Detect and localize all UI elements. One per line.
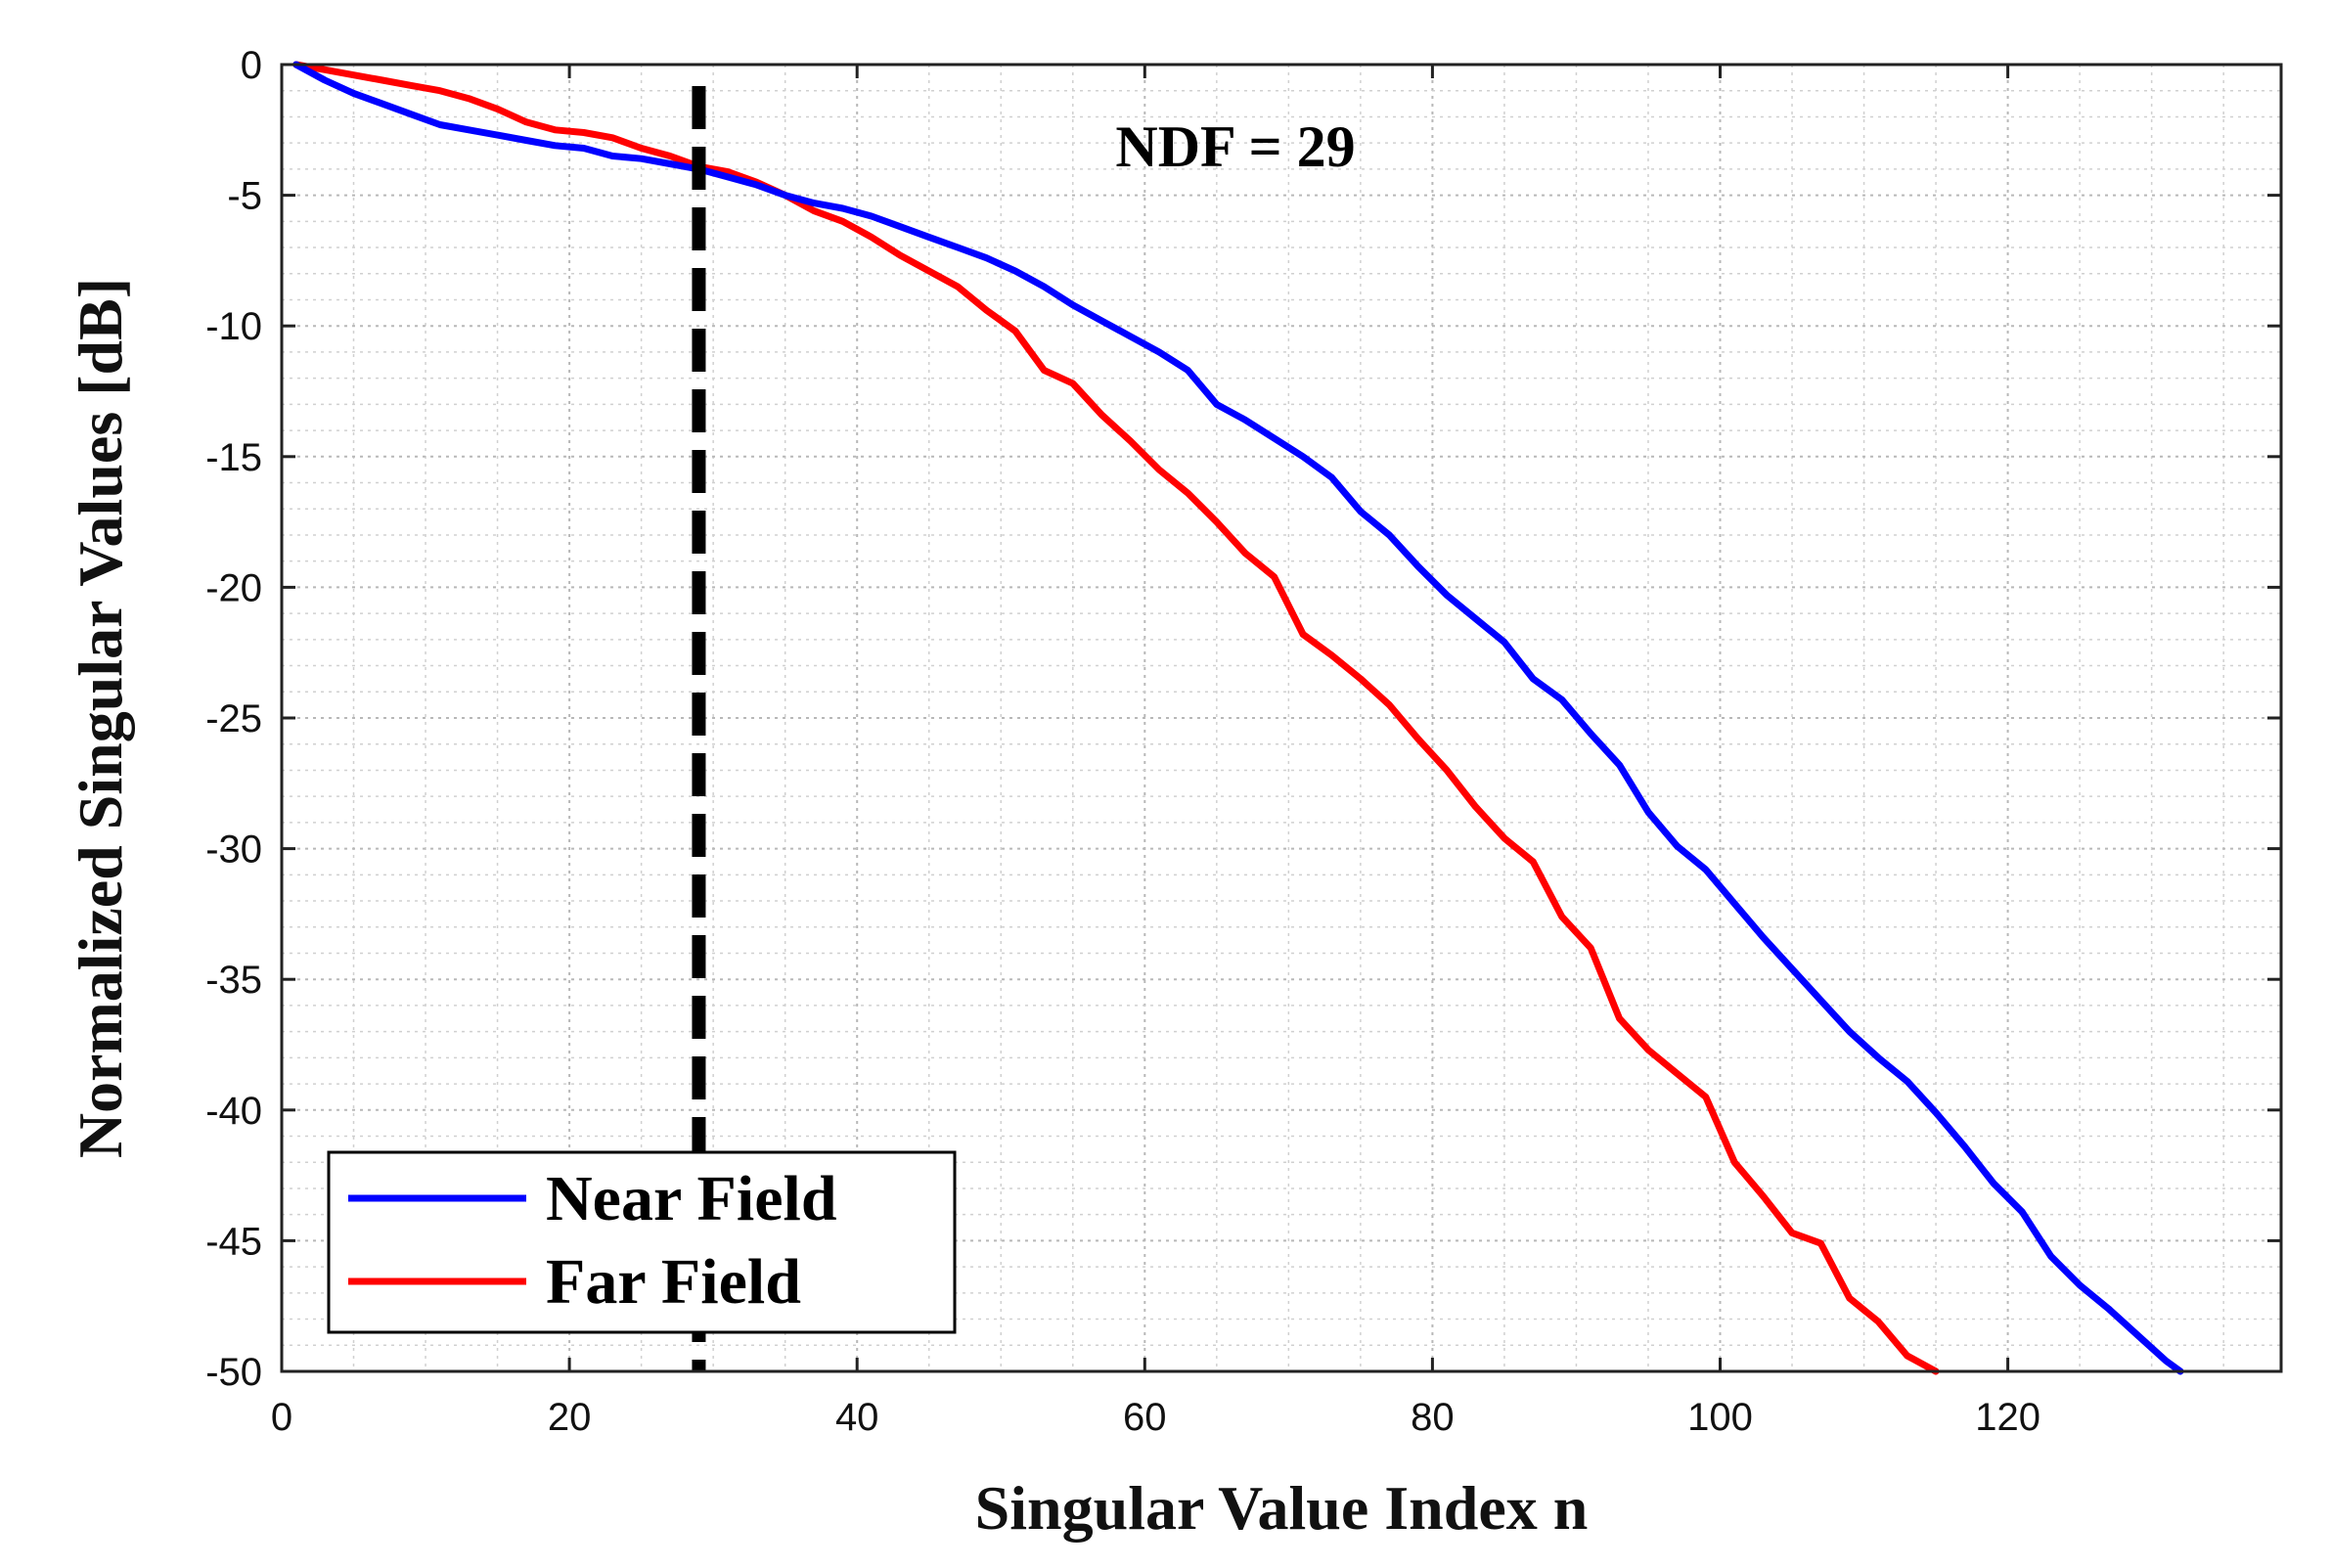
y-tick-label: -50: [205, 1351, 262, 1394]
series-line-far-field: [292, 61, 1940, 1375]
y-tick-label: -40: [205, 1090, 262, 1133]
x-tick-labels: 0 20 40 60 80 100 120: [271, 1396, 2040, 1439]
ndf-annotation: NDF = 29: [1115, 114, 1355, 179]
x-tick-label: 80: [1411, 1396, 1455, 1439]
y-tick-label: -25: [205, 697, 262, 740]
y-tick-label: -10: [205, 305, 262, 348]
y-tick-label: -45: [205, 1220, 262, 1263]
y-tick-label: 0: [241, 44, 262, 87]
legend-box: [327, 1150, 957, 1334]
x-tick-label: 100: [1687, 1396, 1753, 1439]
legend-label-far-field: Far Field: [546, 1246, 801, 1318]
x-tick-label: 40: [835, 1396, 879, 1439]
y-tick-label: -5: [227, 175, 262, 218]
series: [292, 61, 2184, 1375]
y-axis-title: Normalized Singular Values [dB]: [66, 278, 135, 1158]
y-tick-label: -15: [205, 436, 262, 479]
legend: Near Field Far Field: [327, 1150, 957, 1334]
y-tick-label: -20: [205, 566, 262, 609]
x-tick-label: 0: [271, 1396, 292, 1439]
x-tick-label: 60: [1123, 1396, 1167, 1439]
y-tick-label: -35: [205, 959, 262, 1002]
y-tick-label: -30: [205, 829, 262, 872]
x-axis-title: Singular Value Index n: [975, 1473, 1589, 1543]
y-tick-labels: 0 -5 -10 -15 -20 -25 -30 -35 -40 -45 -50: [205, 44, 262, 1394]
x-tick-label: 120: [1975, 1396, 2040, 1439]
plot-frame: [280, 63, 2283, 1373]
series-line-near-field: [292, 61, 2184, 1375]
legend-label-near-field: Near Field: [546, 1163, 837, 1234]
x-tick-label: 20: [548, 1396, 592, 1439]
